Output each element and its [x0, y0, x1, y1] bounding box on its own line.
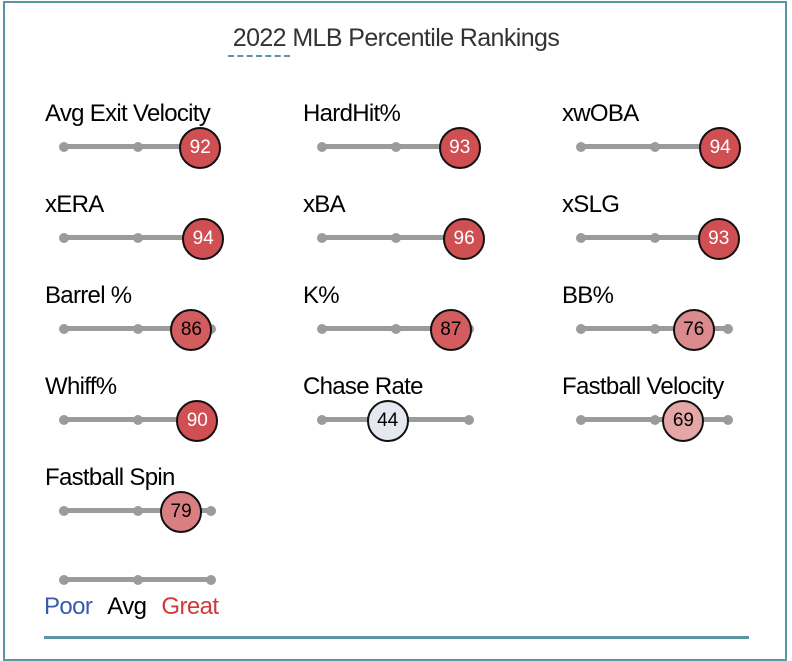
metric-xslg: xSLG 93 [562, 191, 792, 271]
title-dashed-underline [228, 55, 290, 57]
metric-label: xBA [303, 191, 346, 218]
track-dot-poor [317, 414, 327, 425]
track-dot-avg [649, 414, 660, 425]
track-dot-poor [576, 141, 586, 152]
legend-poor: Poor [44, 593, 93, 620]
track-dot-great [723, 414, 733, 425]
track-dot-poor [576, 323, 586, 334]
track-dot-poor [59, 141, 69, 152]
metric-label: Avg Exit Velocity [45, 100, 211, 127]
percentile-bubble: 90 [176, 399, 219, 442]
legend: Poor Avg Great [44, 593, 233, 621]
track-dot-avg [649, 141, 660, 152]
chart-title: 2022 MLB Percentile Rankings [232, 24, 560, 52]
track-dot-great [723, 323, 733, 334]
metric-fastball-spin: Fastball Spin 79 [45, 464, 285, 544]
percentile-track [576, 414, 733, 425]
metric-whiff: Whiff% 90 [45, 373, 285, 453]
metric-label: Fastball Spin [45, 464, 175, 491]
metric-label: Fastball Velocity [562, 373, 724, 400]
track-dot-avg [132, 141, 143, 152]
percentile-bubble: 44 [366, 399, 409, 442]
metric-label: xwOBA [562, 100, 639, 127]
percentile-bubble: 87 [429, 308, 472, 351]
legend-track [59, 574, 216, 585]
percentile-bubble: 93 [438, 126, 481, 169]
percentile-track [576, 323, 733, 334]
percentile-bubble: 79 [160, 490, 203, 533]
percentile-bubble: 69 [662, 399, 705, 442]
metric-fastball-velocity: Fastball Velocity 69 [562, 373, 792, 453]
legend-avg: Avg [107, 593, 147, 620]
metric-chase-rate: Chase Rate 44 [303, 373, 543, 453]
legend-dot-poor [59, 574, 69, 585]
track-dot-great [464, 414, 474, 425]
track-dot-avg [390, 232, 401, 243]
metric-xwoba: xwOBA 94 [562, 100, 792, 180]
metric-label: BB% [562, 282, 614, 309]
percentile-bubble: 86 [170, 308, 213, 351]
percentile-bubble: 92 [179, 126, 222, 169]
legend-great: Great [161, 593, 219, 620]
track-dot-avg [390, 141, 401, 152]
track-dot-great [206, 505, 216, 516]
percentile-track [59, 505, 216, 516]
metric-avg-exit-velocity: Avg Exit Velocity 92 [45, 100, 285, 180]
metric-label: Barrel % [45, 282, 132, 309]
track-dot-poor [317, 141, 327, 152]
metric-bb: BB% 76 [562, 282, 792, 362]
percentile-bubble: 96 [443, 217, 486, 260]
metric-xera: xERA 94 [45, 191, 285, 271]
metric-label: xSLG [562, 191, 620, 218]
track-dot-avg [649, 323, 660, 334]
percentile-bubble: 76 [672, 308, 715, 351]
metric-label: xERA [45, 191, 104, 218]
track-dot-poor [59, 232, 69, 243]
track-dot-poor [59, 323, 69, 334]
track-dot-poor [317, 323, 327, 334]
percentile-bubble: 94 [182, 217, 225, 260]
track-dot-avg [132, 505, 143, 516]
metric-label: HardHit% [303, 100, 401, 127]
metric-k: K% 87 [303, 282, 543, 362]
legend-dot-great [206, 574, 216, 585]
track-dot-poor [576, 414, 586, 425]
metric-label: Chase Rate [303, 373, 423, 400]
track-dot-poor [317, 232, 327, 243]
track-dot-avg [132, 323, 143, 334]
metric-xba: xBA 96 [303, 191, 543, 271]
track-dot-poor [59, 414, 69, 425]
track-dot-poor [576, 232, 586, 243]
metric-barrel: Barrel % 86 [45, 282, 285, 362]
metric-label: K% [303, 282, 340, 309]
track-dot-avg [649, 232, 660, 243]
metric-label: Whiff% [45, 373, 117, 400]
track-dot-avg [132, 232, 143, 243]
percentile-bubble: 93 [697, 217, 740, 260]
percentile-bubble: 94 [699, 126, 742, 169]
metric-hardhit: HardHit% 93 [303, 100, 543, 180]
bottom-divider [44, 636, 749, 639]
track-dot-poor [59, 505, 69, 516]
legend-dot-avg [132, 574, 143, 585]
track-dot-avg [390, 323, 401, 334]
track-dot-avg [132, 414, 143, 425]
